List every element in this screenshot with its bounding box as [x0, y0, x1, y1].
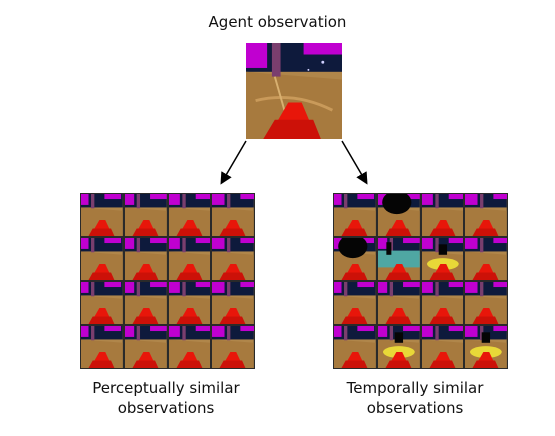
right-caption-line-2: observations: [366, 399, 464, 417]
temporal-tile: [465, 282, 507, 324]
temporal-tile: [465, 194, 507, 236]
agent-observation-image: [246, 43, 342, 139]
temporal-tile: [421, 326, 464, 368]
temporal-tile: [421, 282, 464, 324]
perceptual-tile: [124, 282, 167, 324]
temporal-tile: [377, 194, 420, 236]
perceptual-tile: [168, 282, 211, 324]
temporal-tile: [421, 194, 464, 236]
temporal-tile: [334, 282, 376, 324]
temporal-tile: [465, 238, 507, 280]
perceptual-tile: [124, 238, 167, 280]
perceptual-tile: [212, 238, 254, 280]
perceptual-tile: [81, 326, 123, 368]
temporal-tile: [421, 238, 464, 280]
temporal-tile: [334, 238, 376, 280]
perceptual-tile: [212, 194, 254, 236]
temporal-tile: [377, 326, 420, 368]
perceptually-similar-grid: [80, 193, 255, 369]
perceptual-tile: [81, 194, 123, 236]
arrow-left: [220, 140, 247, 185]
temporal-tile: [377, 238, 420, 280]
temporally-similar-grid: [333, 193, 508, 369]
temporally-similar-caption: Temporally similar observations: [305, 378, 525, 418]
perceptual-tile: [168, 238, 211, 280]
right-caption-line-1: Temporally similar: [346, 379, 484, 397]
temporal-tile: [334, 326, 376, 368]
temporal-tile: [377, 282, 420, 324]
perceptual-tile: [212, 326, 254, 368]
agent-observation-title: Agent observation: [208, 13, 347, 31]
left-caption-line-2: observations: [117, 399, 215, 417]
arrow-right: [341, 140, 368, 185]
perceptual-tile: [212, 282, 254, 324]
perceptual-tile: [124, 194, 167, 236]
perceptual-tile: [168, 194, 211, 236]
temporal-tile: [465, 326, 507, 368]
perceptual-tile: [81, 238, 123, 280]
left-caption-line-1: Perceptually similar: [92, 379, 240, 397]
perceptual-tile: [81, 282, 123, 324]
perceptually-similar-caption: Perceptually similar observations: [56, 378, 276, 418]
temporal-tile: [334, 194, 376, 236]
perceptual-tile: [168, 326, 211, 368]
perceptual-tile: [124, 326, 167, 368]
